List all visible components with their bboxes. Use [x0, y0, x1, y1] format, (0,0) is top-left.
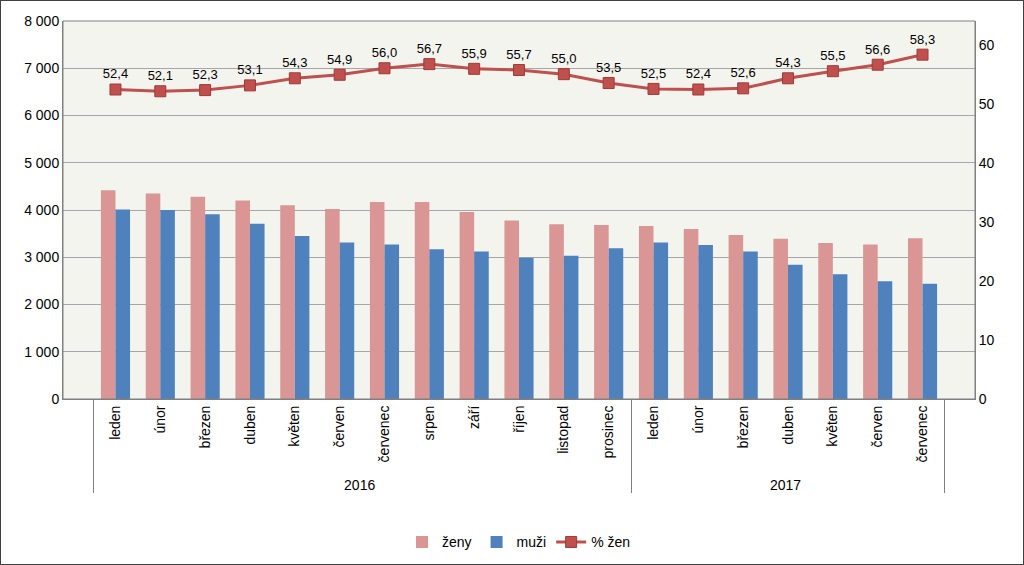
svg-text:květen: květen: [286, 406, 302, 447]
svg-text:8 000: 8 000: [24, 13, 59, 29]
svg-text:2016: 2016: [344, 477, 375, 493]
svg-text:54,3: 54,3: [775, 55, 800, 70]
svg-text:6 000: 6 000: [24, 107, 59, 123]
svg-text:55,0: 55,0: [551, 51, 576, 66]
svg-text:2 000: 2 000: [24, 296, 59, 312]
svg-text:červen: červen: [869, 406, 885, 448]
svg-text:20: 20: [979, 273, 995, 289]
svg-text:5 000: 5 000: [24, 155, 59, 171]
svg-text:4 000: 4 000: [24, 202, 59, 218]
svg-text:0: 0: [979, 391, 987, 407]
svg-text:54,3: 54,3: [282, 55, 307, 70]
svg-text:říjen: říjen: [511, 406, 527, 433]
svg-text:červen: červen: [331, 406, 347, 448]
svg-text:květen: květen: [824, 406, 840, 447]
svg-text:srpen: srpen: [421, 406, 437, 441]
svg-text:únor: únor: [690, 405, 706, 433]
svg-text:52,4: 52,4: [686, 66, 711, 81]
svg-text:10: 10: [979, 332, 995, 348]
svg-text:7 000: 7 000: [24, 60, 59, 76]
svg-text:2017: 2017: [770, 477, 801, 493]
svg-text:53,1: 53,1: [237, 62, 262, 77]
svg-text:listopad: listopad: [555, 406, 571, 454]
svg-text:muži: muži: [517, 534, 547, 550]
svg-text:3 000: 3 000: [24, 249, 59, 265]
svg-text:56,7: 56,7: [417, 41, 442, 56]
svg-text:55,7: 55,7: [506, 47, 531, 62]
svg-text:leden: leden: [107, 406, 123, 440]
svg-text:září: září: [466, 405, 482, 428]
svg-text:duben: duben: [242, 406, 258, 445]
svg-text:duben: duben: [780, 406, 796, 445]
svg-text:52,3: 52,3: [192, 67, 217, 82]
svg-text:52,6: 52,6: [731, 65, 756, 80]
svg-text:leden: leden: [645, 406, 661, 440]
svg-text:40: 40: [979, 155, 995, 171]
svg-text:červenec: červenec: [914, 406, 930, 463]
svg-text:58,3: 58,3: [910, 32, 935, 47]
svg-text:% žen: % žen: [591, 534, 630, 550]
svg-text:52,1: 52,1: [148, 68, 173, 83]
svg-text:55,5: 55,5: [820, 48, 845, 63]
svg-text:1 000: 1 000: [24, 344, 59, 360]
svg-text:55,9: 55,9: [462, 46, 487, 61]
svg-text:56,6: 56,6: [865, 42, 890, 57]
svg-text:30: 30: [979, 214, 995, 230]
svg-text:březen: březen: [197, 406, 213, 449]
svg-text:ženy: ženy: [442, 534, 472, 550]
svg-text:50: 50: [979, 96, 995, 112]
svg-text:53,5: 53,5: [596, 60, 621, 75]
svg-text:červenec: červenec: [376, 406, 392, 463]
svg-text:54,9: 54,9: [327, 52, 352, 67]
svg-text:prosinec: prosinec: [600, 406, 616, 459]
svg-text:březen: březen: [735, 406, 751, 449]
svg-text:52,4: 52,4: [103, 66, 128, 81]
svg-text:60: 60: [979, 37, 995, 53]
svg-text:52,5: 52,5: [641, 66, 666, 81]
svg-text:56,0: 56,0: [372, 45, 397, 60]
svg-text:0: 0: [51, 391, 59, 407]
svg-text:únor: únor: [152, 405, 168, 433]
